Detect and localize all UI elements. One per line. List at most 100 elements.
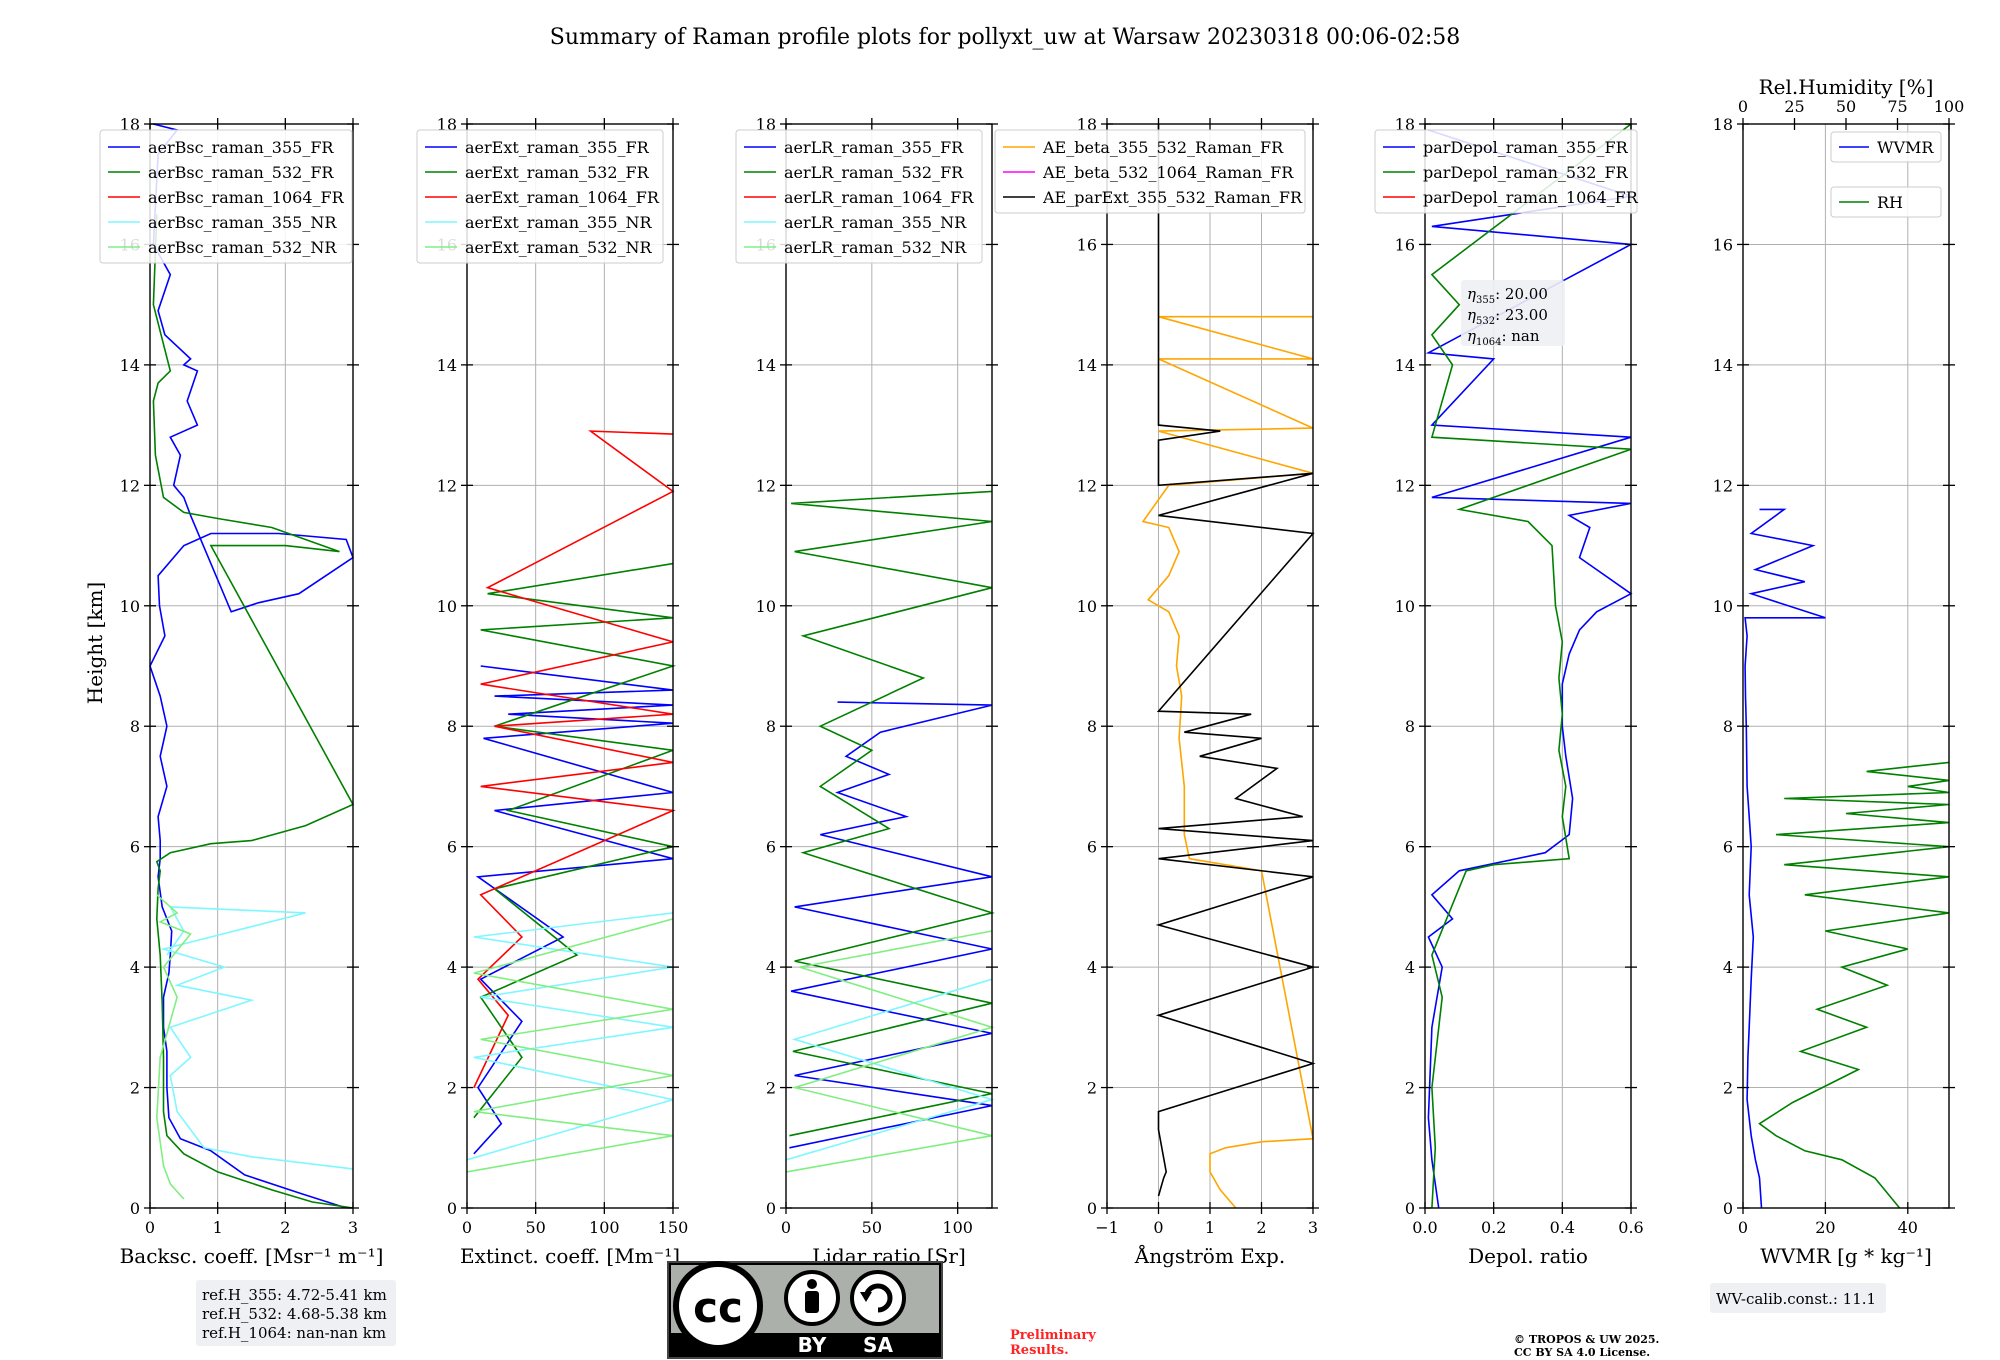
series-line-aerbsc-raman-532-nr bbox=[155, 894, 192, 1200]
cc-sa-label: SA bbox=[863, 1333, 893, 1357]
y-tick-label: 0 bbox=[1087, 1199, 1097, 1218]
chart-panel-2: 024681012141618050100150Extinct. coeff. … bbox=[416, 115, 689, 1268]
ref-heights-box: ref.H_355: 4.72-5.41 km ref.H_532: 4.68-… bbox=[196, 1280, 396, 1346]
y-tick-label: 14 bbox=[437, 356, 457, 375]
x-tick-label: 0.0 bbox=[1412, 1218, 1437, 1237]
x-tick-label: 1 bbox=[1205, 1218, 1215, 1237]
y-tick-label: 8 bbox=[447, 717, 457, 736]
legend-entry: aerBsc_raman_355_FR bbox=[148, 138, 334, 157]
series-line-aerbsc-raman-355-nr bbox=[160, 906, 354, 1170]
series-line-aerlr-raman-532-fr bbox=[789, 490, 995, 1137]
y-tick-label: 0 bbox=[1723, 1199, 1733, 1218]
legend-entry: parDepol_raman_532_FR bbox=[1423, 163, 1629, 182]
y-tick-label: 10 bbox=[1077, 597, 1097, 616]
y-tick-label: 8 bbox=[1087, 717, 1097, 736]
y-tick-label: 2 bbox=[1405, 1079, 1415, 1098]
y-tick-label: 6 bbox=[1087, 838, 1097, 857]
y-tick-label: 18 bbox=[756, 115, 776, 134]
axes-frame bbox=[149, 123, 354, 1209]
y-tick-label: 10 bbox=[120, 597, 140, 616]
eta-value: η355: 20.00 bbox=[1467, 285, 1548, 306]
y-tick-label: 18 bbox=[437, 115, 457, 134]
series-line-aerbsc-raman-355-fr bbox=[149, 123, 354, 1209]
series-line-pardepol-raman-532-fr bbox=[1430, 123, 1632, 1209]
legend: WVMR RH bbox=[1830, 131, 1942, 218]
legend: aerBsc_raman_355_FR aerBsc_raman_532_FRae… bbox=[99, 129, 353, 264]
y-tick-label: 12 bbox=[120, 476, 140, 495]
x-tick-label: 3 bbox=[348, 1218, 358, 1237]
x-tick-label: 50 bbox=[862, 1218, 882, 1237]
chart-panel-3: 024681012141618050100Lidar ratio [Sr]aer… bbox=[735, 115, 998, 1268]
x-axis-label: Ångström Exp. bbox=[1134, 1243, 1285, 1268]
series-line-wvmr bbox=[1744, 508, 1826, 1209]
x-axis-label: Depol. ratio bbox=[1468, 1244, 1588, 1268]
y-tick-label: 10 bbox=[756, 597, 776, 616]
x-tick-label: 2 bbox=[1256, 1218, 1266, 1237]
eta-value: η532: 23.00 bbox=[1467, 306, 1548, 327]
legend-entry: aerLR_raman_355_FR bbox=[784, 138, 964, 157]
y-tick-label: 6 bbox=[766, 838, 776, 857]
y-tick-label: 4 bbox=[447, 958, 457, 977]
y-tick-label: 14 bbox=[1395, 356, 1415, 375]
series-line-aerext-raman-1064-fr bbox=[473, 430, 676, 1088]
x-tick-label: 0.2 bbox=[1481, 1218, 1506, 1237]
y-tick-label: 12 bbox=[1395, 476, 1415, 495]
x-tick-label: 50 bbox=[525, 1218, 545, 1237]
legend-entry: aerBsc_raman_532_FR bbox=[148, 163, 334, 182]
x-tick-label: 100 bbox=[942, 1218, 973, 1237]
y-tick-label: 2 bbox=[1087, 1079, 1097, 1098]
legend-entry: AE_beta_532_1064_Raman_FR bbox=[1042, 163, 1294, 182]
y-tick-label: 4 bbox=[1087, 958, 1097, 977]
series-line-aerext-raman-355-nr bbox=[466, 912, 674, 1161]
x-tick-label: 100 bbox=[589, 1218, 620, 1237]
series-line-pardepol-raman-355-fr bbox=[1425, 129, 1634, 1209]
axes-frame bbox=[466, 123, 674, 1209]
legend-entry: aerExt_raman_532_NR bbox=[465, 238, 653, 257]
legend-entry: WVMR bbox=[1877, 138, 1934, 157]
y-tick-label: 4 bbox=[1405, 958, 1415, 977]
eta-value: η1064: nan bbox=[1467, 327, 1540, 348]
y-tick-label: 2 bbox=[447, 1079, 457, 1098]
y-tick-label: 10 bbox=[1395, 597, 1415, 616]
y-tick-label: 14 bbox=[1713, 356, 1733, 375]
copyright-line-1: © TROPOS & UW 2025. bbox=[1514, 1333, 1659, 1346]
y-tick-label: 6 bbox=[447, 838, 457, 857]
series-line-ae-parext-355-532-raman-fr bbox=[1155, 124, 1316, 1197]
series-line-aerlr-raman-355-nr bbox=[785, 978, 995, 1161]
ref-height-355: ref.H_355: 4.72-5.41 km bbox=[202, 1286, 387, 1304]
legend-entry: aerExt_raman_1064_FR bbox=[465, 188, 660, 207]
y-tick-label: 0 bbox=[766, 1199, 776, 1218]
legend: AE_beta_355_532_Raman_FR AE_beta_532_1064… bbox=[994, 129, 1306, 214]
series-line-aerext-raman-532-nr bbox=[466, 918, 674, 1173]
y-tick-label: 8 bbox=[1723, 717, 1733, 736]
top-x-tick-label: 0 bbox=[1738, 97, 1748, 116]
y-tick-label: 12 bbox=[1713, 476, 1733, 495]
series-line-aerlr-raman-532-nr bbox=[785, 930, 995, 1173]
legend-entry: aerExt_raman_355_NR bbox=[465, 213, 653, 232]
legend-entry: parDepol_raman_355_FR bbox=[1423, 138, 1629, 157]
legend-entry: RH bbox=[1877, 193, 1903, 212]
top-x-tick-label: 100 bbox=[1934, 97, 1965, 116]
y-tick-label: 10 bbox=[437, 597, 457, 616]
y-axis-label: Height [km] bbox=[83, 582, 107, 704]
x-axis-label: Backsc. coeff. [Msr⁻¹ m⁻¹] bbox=[120, 1244, 384, 1268]
series-line-aerlr-raman-355-fr bbox=[789, 701, 993, 1149]
x-tick-label: 2 bbox=[280, 1218, 290, 1237]
top-x-tick-label: 25 bbox=[1784, 97, 1804, 116]
y-tick-label: 12 bbox=[1077, 476, 1097, 495]
y-tick-label: 10 bbox=[1713, 597, 1733, 616]
series-line-rh bbox=[1758, 761, 1950, 1209]
y-tick-label: 8 bbox=[766, 717, 776, 736]
chart-panel-1: 0246810121416180123Backsc. coeff. [Msr⁻¹… bbox=[99, 115, 384, 1268]
y-tick-label: 14 bbox=[1077, 356, 1097, 375]
x-tick-label: 150 bbox=[658, 1218, 689, 1237]
ref-height-532: ref.H_532: 4.68-5.38 km bbox=[202, 1305, 387, 1323]
y-tick-label: 8 bbox=[1405, 717, 1415, 736]
top-x-tick-label: 75 bbox=[1887, 97, 1907, 116]
series-line-aerbsc-raman-532-fr bbox=[152, 214, 355, 1209]
series-line-aerext-raman-532-fr bbox=[473, 562, 677, 1119]
x-axis-label: WVMR [g * kg⁻¹] bbox=[1760, 1244, 1932, 1268]
